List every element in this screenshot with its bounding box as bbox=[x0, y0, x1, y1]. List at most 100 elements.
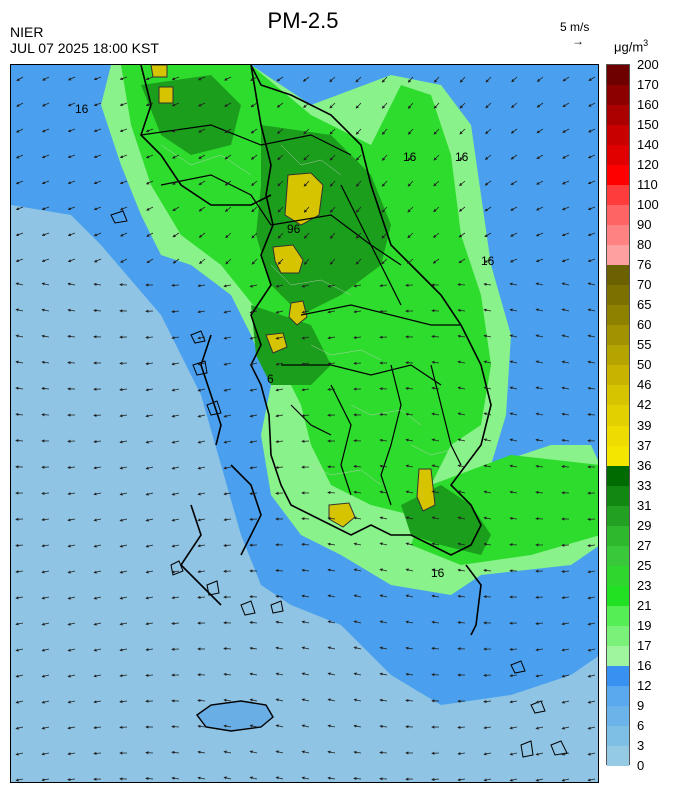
color-scale-bar bbox=[606, 64, 630, 767]
wind-arrow-icon bbox=[381, 154, 388, 161]
wind-arrow-icon bbox=[197, 336, 206, 340]
wind-arrow-icon bbox=[301, 776, 310, 780]
wind-arrow-icon bbox=[67, 596, 76, 600]
wind-arrow-icon bbox=[93, 413, 102, 417]
wind-arrow-icon bbox=[145, 362, 154, 366]
wind-arrow-icon bbox=[485, 76, 492, 83]
wind-arrow-icon bbox=[145, 440, 154, 444]
wind-arrow-icon bbox=[561, 726, 570, 730]
wind-arrow-icon bbox=[353, 698, 362, 702]
wind-arrow-icon bbox=[510, 180, 518, 186]
wind-arrow-icon bbox=[67, 674, 76, 678]
wind-arrow-icon bbox=[483, 490, 492, 494]
wind-arrow-icon bbox=[379, 412, 388, 417]
wind-arrow-icon bbox=[41, 258, 50, 263]
wind-arrow-icon bbox=[41, 622, 50, 626]
wind-arrow-icon bbox=[483, 595, 492, 599]
wind-arrow-icon bbox=[119, 518, 128, 522]
wind-arrow-icon bbox=[198, 206, 206, 212]
legend-tick-label: 0 bbox=[637, 758, 645, 773]
wind-arrow-icon bbox=[405, 490, 414, 494]
wind-arrow-icon bbox=[119, 180, 128, 185]
wind-arrow-icon bbox=[509, 308, 518, 312]
wind-arrow-icon bbox=[587, 360, 596, 364]
wind-arrow-icon bbox=[484, 180, 492, 186]
wind-arrow-icon bbox=[251, 180, 258, 187]
wind-arrow-icon bbox=[250, 102, 258, 108]
wind-arrow-icon bbox=[197, 388, 206, 392]
wind-arrow-icon bbox=[145, 596, 154, 600]
wind-arrow-icon bbox=[379, 438, 388, 442]
wind-arrow-icon bbox=[197, 698, 206, 703]
wind-arrow-icon bbox=[407, 154, 414, 161]
legend-swatch bbox=[607, 725, 629, 747]
wind-arrow-icon bbox=[198, 258, 206, 265]
wind-arrow-icon bbox=[276, 128, 284, 134]
wind-arrow-icon bbox=[197, 595, 206, 599]
wind-arrow-icon bbox=[301, 336, 310, 340]
wind-arrow-icon bbox=[249, 440, 258, 444]
wind-arrow-icon bbox=[197, 414, 206, 418]
wind-arrow-icon bbox=[457, 752, 466, 756]
wind-arrow-icon bbox=[587, 258, 596, 263]
wind-arrow-icon bbox=[171, 440, 180, 444]
wind-arrow-icon bbox=[223, 336, 232, 340]
legend-swatch bbox=[607, 65, 629, 86]
wind-arrow-icon bbox=[275, 465, 284, 470]
wind-arrow-icon bbox=[198, 232, 206, 238]
wind-arrow-icon bbox=[146, 232, 154, 237]
wind-arrow-icon bbox=[381, 102, 388, 109]
wind-arrow-icon bbox=[587, 622, 596, 626]
legend-tick-label: 110 bbox=[637, 177, 658, 193]
wind-arrow-icon bbox=[41, 491, 50, 495]
wind-arrow-icon bbox=[561, 700, 570, 704]
wind-arrow-icon bbox=[275, 646, 284, 650]
wind-arrow-icon bbox=[561, 258, 570, 263]
wind-arrow-icon bbox=[249, 336, 258, 340]
wind-arrow-icon bbox=[587, 232, 596, 237]
wind-arrow-icon bbox=[587, 517, 596, 521]
wind-arrow-icon bbox=[275, 336, 284, 340]
wind-arrow-icon bbox=[15, 412, 24, 417]
wind-arrow-icon bbox=[301, 310, 310, 314]
wind-arrow-icon bbox=[251, 258, 258, 265]
wind-arrow-icon bbox=[145, 466, 154, 470]
wind-arrow-icon bbox=[277, 206, 284, 213]
wind-arrow-icon bbox=[171, 466, 180, 470]
wind-arrow-icon bbox=[509, 360, 518, 364]
legend-swatch bbox=[607, 625, 629, 647]
contour-label: 96 bbox=[287, 222, 301, 236]
wind-arrow-icon bbox=[379, 698, 388, 702]
wind-arrow-icon bbox=[353, 568, 362, 572]
wind-arrow-icon bbox=[535, 778, 544, 782]
wind-arrow-icon bbox=[353, 439, 362, 443]
wind-arrow-icon bbox=[561, 206, 570, 211]
wind-arrow-icon bbox=[171, 544, 180, 548]
wind-arrow-icon bbox=[561, 752, 570, 756]
wind-arrow-icon bbox=[171, 336, 180, 340]
wind-arrow-icon bbox=[353, 490, 362, 494]
wind-arrow-icon bbox=[381, 128, 388, 135]
wind-arrow-icon bbox=[587, 386, 596, 390]
wind-arrow-icon bbox=[327, 568, 336, 572]
wind-arrow-icon bbox=[484, 258, 492, 263]
wind-arrow-icon bbox=[405, 698, 414, 703]
legend-tick-label: 120 bbox=[637, 157, 659, 173]
wind-arrow-icon bbox=[561, 386, 570, 390]
wind-arrow-icon bbox=[276, 76, 284, 82]
wind-arrow-icon bbox=[171, 596, 180, 600]
wind-arrow-icon bbox=[197, 544, 206, 548]
legend-tick-label: 17 bbox=[637, 637, 652, 653]
wind-arrow-icon bbox=[223, 698, 232, 702]
wind-arrow-icon bbox=[535, 438, 544, 442]
wind-arrow-icon bbox=[224, 154, 232, 160]
wind-arrow-icon bbox=[41, 154, 50, 159]
legend-tick-label: 140 bbox=[637, 137, 659, 153]
contour-label: 16 bbox=[403, 150, 417, 164]
wind-arrow-icon bbox=[535, 726, 544, 730]
wind-arrow-icon bbox=[41, 544, 50, 548]
wind-arrow-icon bbox=[67, 334, 76, 339]
wind-arrow-icon bbox=[536, 128, 544, 134]
wind-arrow-icon bbox=[509, 258, 518, 263]
wind-arrow-icon bbox=[379, 464, 388, 468]
